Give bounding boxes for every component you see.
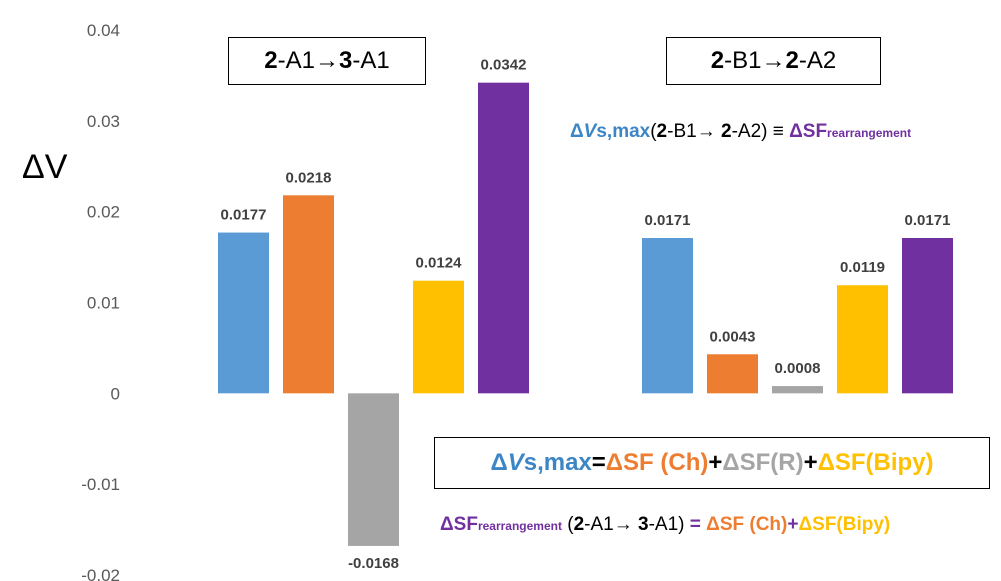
y-tick-label: 0.03	[87, 112, 120, 131]
data-label: 0.0218	[286, 169, 332, 186]
y-tick-label: -0.02	[81, 566, 120, 581]
bar	[772, 386, 823, 394]
bar	[478, 82, 529, 394]
data-labels: 0.0177 0.0218 -0.0168 0.0124 0.0342 0.0171 0.0…	[221, 57, 951, 572]
y-tick-label: 0.02	[87, 203, 120, 222]
bar	[642, 238, 693, 394]
group-title-2: 2 -B1→ 2 -A2	[666, 37, 881, 85]
data-label: 0.0171	[645, 212, 691, 229]
bar	[902, 238, 953, 394]
y-tick-label: 0	[111, 384, 120, 403]
bar	[283, 195, 334, 394]
group-title-1: 2 -A1→ 3 -A1	[228, 37, 426, 85]
y-tick-label: -0.01	[81, 475, 120, 494]
rearrangement-equation: ΔSFrearrangement (2-A1→ 3-A1) = ΔSF (Ch)…	[440, 514, 891, 535]
data-label: 0.0008	[775, 360, 821, 377]
data-label: 0.0177	[221, 207, 267, 224]
data-label: 0.0171	[905, 212, 951, 229]
y-tick-label: 0.04	[87, 21, 120, 40]
y-axis-label: ΔV	[22, 148, 68, 186]
bar	[707, 354, 758, 394]
data-label: -0.0168	[348, 555, 399, 572]
data-label: 0.0119	[840, 259, 885, 276]
data-label: 0.0043	[710, 328, 756, 345]
data-label: 0.0124	[416, 255, 463, 272]
bars	[218, 82, 953, 546]
data-label: 0.0342	[481, 57, 527, 74]
bar	[837, 285, 888, 394]
bar	[218, 232, 269, 394]
equivalence-annotation: ΔVs,max(2-B1→ 2-A2) ≡ ΔSFrearrangement	[570, 121, 912, 142]
y-axis-ticks: 0.04 0.03 0.02 0.01 0 -0.01 -0.02	[81, 21, 120, 581]
y-tick-label: 0.01	[87, 294, 120, 313]
equation-box: ΔVs,max = ΔSF (Ch) + ΔSF(R) + ΔSF(Bipy)	[434, 437, 990, 489]
bar	[413, 280, 464, 394]
bar	[348, 393, 399, 546]
